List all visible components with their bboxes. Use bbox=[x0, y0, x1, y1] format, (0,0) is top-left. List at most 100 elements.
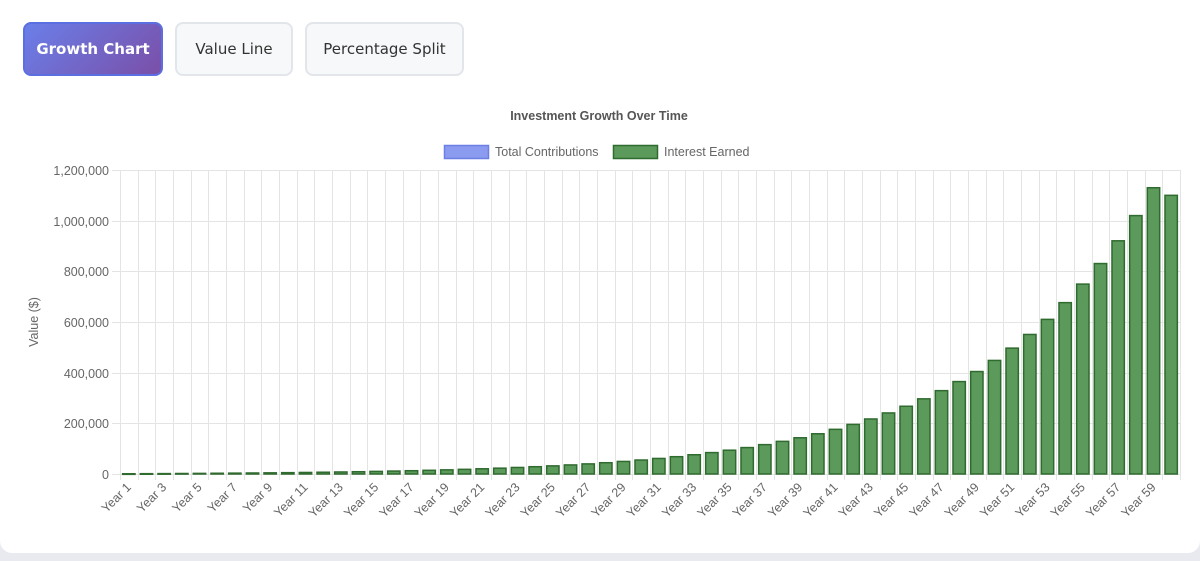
bar-interest[interactable] bbox=[598, 461, 613, 475]
bar-interest[interactable] bbox=[528, 465, 543, 475]
bar-interest[interactable] bbox=[1005, 347, 1020, 475]
bar-interest[interactable] bbox=[828, 428, 843, 475]
bar-interest[interactable] bbox=[404, 469, 419, 475]
x-tick-label: Year 25 bbox=[518, 480, 558, 520]
bar-interest[interactable] bbox=[1058, 301, 1073, 475]
bar-interest[interactable] bbox=[316, 471, 331, 475]
bar-interest[interactable] bbox=[475, 468, 490, 475]
bar-interest[interactable] bbox=[969, 370, 984, 475]
bar-interest[interactable] bbox=[139, 472, 154, 476]
x-tick-label: Year 3 bbox=[134, 480, 169, 515]
bar-interest[interactable] bbox=[952, 380, 967, 475]
bar-interest[interactable] bbox=[439, 469, 454, 475]
y-tick-label: 200,000 bbox=[64, 417, 109, 431]
bar-interest[interactable] bbox=[545, 465, 560, 475]
bar-interest[interactable] bbox=[934, 389, 949, 475]
x-tick-label: Year 33 bbox=[659, 480, 699, 520]
bar-interest[interactable] bbox=[669, 455, 684, 475]
bar-interest[interactable] bbox=[1128, 214, 1143, 475]
x-tick-label: Year 23 bbox=[483, 480, 523, 520]
bar-interest[interactable] bbox=[916, 398, 931, 475]
bar-interest[interactable] bbox=[634, 459, 649, 475]
grid bbox=[112, 170, 1181, 480]
bar-interest[interactable] bbox=[846, 423, 861, 475]
bar-interest[interactable] bbox=[793, 437, 808, 475]
bar-interest[interactable] bbox=[651, 457, 666, 475]
bar-interest[interactable] bbox=[351, 470, 366, 475]
legend-swatch-interest bbox=[612, 144, 659, 160]
x-tick-label: Year 27 bbox=[553, 480, 593, 520]
tab-growth-chart[interactable]: Growth Chart bbox=[23, 22, 163, 76]
legend: Total Contributions Interest Earned bbox=[443, 144, 750, 160]
bar-interest[interactable] bbox=[775, 440, 790, 475]
bar-interest[interactable] bbox=[899, 405, 914, 475]
bar-interest[interactable] bbox=[192, 472, 207, 475]
x-tick-label: Year 17 bbox=[377, 480, 417, 520]
bar-interest[interactable] bbox=[1040, 318, 1055, 475]
bar-interest[interactable] bbox=[263, 472, 278, 475]
x-tick-label: Year 55 bbox=[1048, 480, 1088, 520]
bar-interest[interactable] bbox=[174, 472, 189, 475]
bar-interest[interactable] bbox=[1111, 240, 1126, 475]
x-tick-label: Year 37 bbox=[730, 480, 770, 520]
bar-interest[interactable] bbox=[687, 453, 702, 475]
y-tick-label: 0 bbox=[102, 468, 109, 482]
x-tick-label: Year 7 bbox=[205, 480, 240, 515]
x-tick-label: Year 41 bbox=[801, 480, 841, 520]
x-tick-label: Year 43 bbox=[836, 480, 876, 520]
tab-percentage-split[interactable]: Percentage Split bbox=[305, 22, 464, 76]
bar-interest[interactable] bbox=[1022, 333, 1037, 475]
x-tick-label: Year 11 bbox=[271, 480, 310, 519]
bar-interest[interactable] bbox=[616, 460, 631, 475]
bar-interest[interactable] bbox=[157, 472, 172, 475]
bar-interest[interactable] bbox=[1164, 194, 1179, 475]
chart-title: Investment Growth Over Time bbox=[510, 109, 688, 123]
bar-interest[interactable] bbox=[757, 443, 772, 475]
bar-interest[interactable] bbox=[280, 471, 295, 475]
bar-interest[interactable] bbox=[881, 412, 896, 475]
y-axis-title: Value ($) bbox=[27, 297, 41, 347]
bar-interest[interactable] bbox=[1075, 283, 1090, 475]
tab-value-line[interactable]: Value Line bbox=[175, 22, 293, 76]
bar-interest[interactable] bbox=[704, 451, 719, 475]
bar-interest[interactable] bbox=[810, 433, 825, 475]
bar-interest[interactable] bbox=[457, 468, 472, 475]
bar-interest[interactable] bbox=[1146, 186, 1161, 475]
bar-interest[interactable] bbox=[492, 467, 507, 475]
bar-interest[interactable] bbox=[722, 449, 737, 475]
bar-interest[interactable] bbox=[510, 466, 525, 475]
bar-interest[interactable] bbox=[987, 359, 1002, 475]
bar-interest[interactable] bbox=[210, 472, 225, 475]
bar-interest[interactable] bbox=[227, 472, 242, 475]
x-tick-label: Year 9 bbox=[240, 480, 275, 515]
bar-interest[interactable] bbox=[386, 470, 401, 475]
bar-interest[interactable] bbox=[369, 470, 384, 475]
bar-interest[interactable] bbox=[581, 463, 596, 475]
bar-interest[interactable] bbox=[298, 471, 313, 475]
x-tick-label: Year 53 bbox=[1013, 480, 1053, 520]
x-tick-label: Year 29 bbox=[589, 480, 629, 520]
x-tick-label: Year 51 bbox=[977, 480, 1017, 520]
bar-interest[interactable] bbox=[1093, 262, 1108, 475]
bar-interest[interactable] bbox=[245, 472, 260, 475]
x-tick-label: Year 1 bbox=[99, 480, 134, 515]
x-tick-label: Year 31 bbox=[624, 480, 664, 520]
bar-interest[interactable] bbox=[863, 418, 878, 475]
bar-interest[interactable] bbox=[563, 464, 578, 475]
x-tick-label: Year 35 bbox=[695, 480, 735, 520]
x-tick-label: Year 59 bbox=[1119, 480, 1159, 520]
bars bbox=[121, 186, 1179, 476]
bar-interest[interactable] bbox=[422, 469, 437, 475]
y-tick-label: 1,200,000 bbox=[53, 164, 109, 178]
legend-item-interest[interactable]: Interest Earned bbox=[612, 144, 750, 160]
bar-interest[interactable] bbox=[740, 446, 755, 475]
bar-interest[interactable] bbox=[121, 472, 136, 476]
legend-item-contributions[interactable]: Total Contributions bbox=[443, 144, 599, 160]
x-tick-label: Year 39 bbox=[765, 480, 805, 520]
x-tick-label: Year 13 bbox=[306, 480, 346, 520]
x-tick-label: Year 47 bbox=[907, 480, 947, 520]
bar-interest[interactable] bbox=[333, 471, 348, 475]
